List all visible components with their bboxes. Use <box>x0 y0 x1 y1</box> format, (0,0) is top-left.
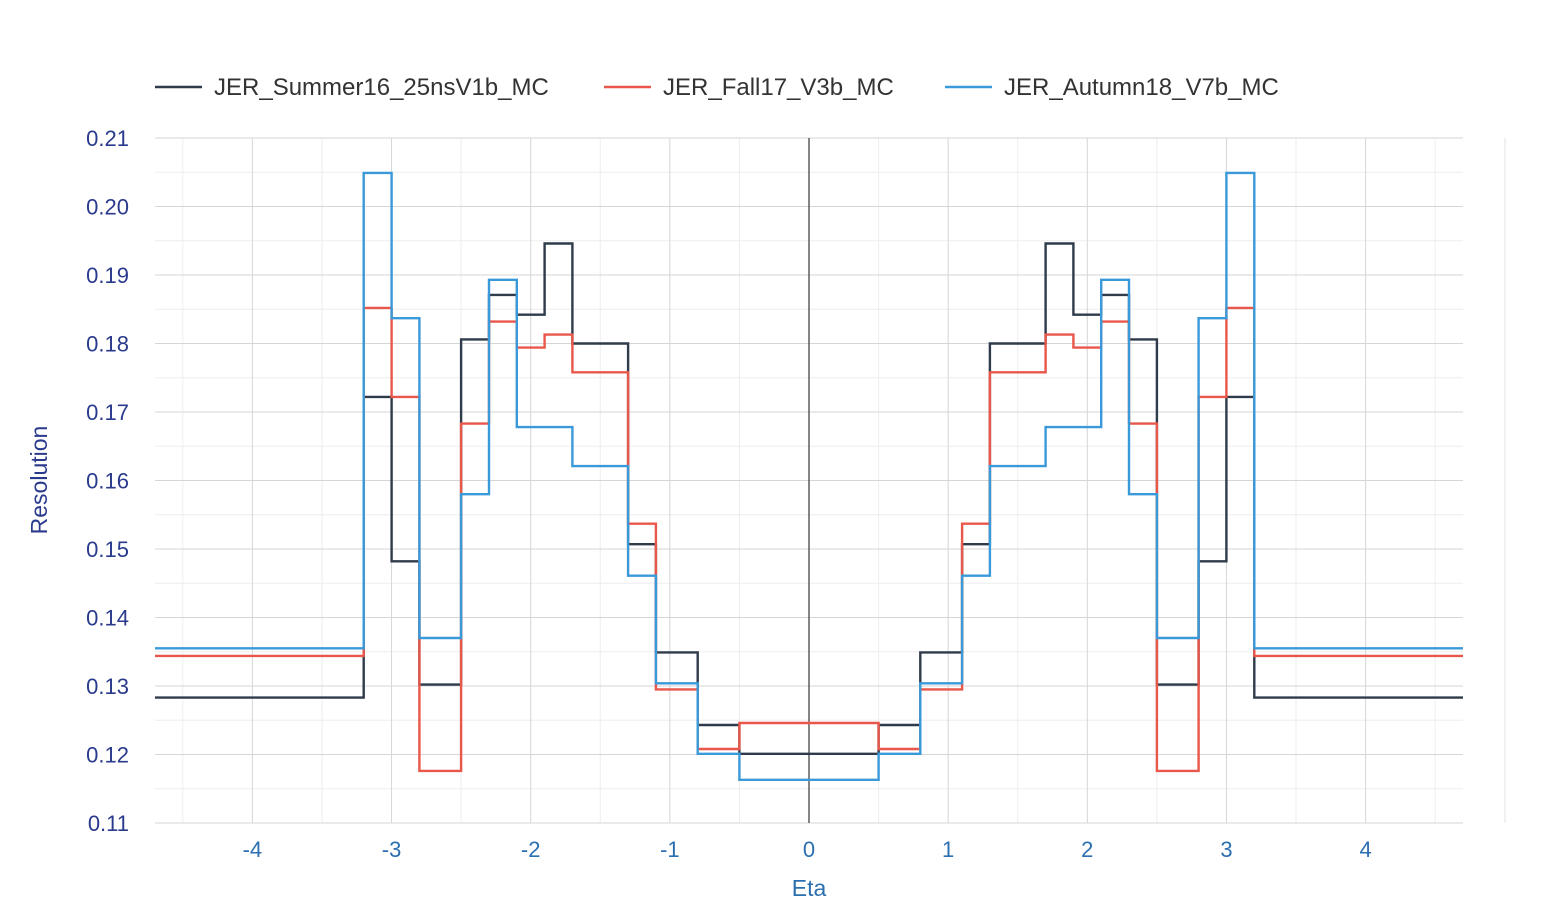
y-tick-label: 0.15 <box>86 537 129 562</box>
y-tick-labels: 0.11 0.12 0.13 0.14 0.15 0.16 0.17 0.18 0.19 0.20… <box>86 126 129 836</box>
y-tick-label: 0.16 <box>86 469 129 494</box>
y-tick-label: 0.14 <box>86 606 129 631</box>
y-tick-label: 0.19 <box>86 263 129 288</box>
y-tick-label: 0.11 <box>88 811 129 836</box>
legend-item-1[interactable]: JER_Summer16_25nsV1b_MC <box>155 74 549 101</box>
y-tick-label: 0.18 <box>86 332 129 357</box>
x-tick-label: 0 <box>803 837 815 862</box>
series-line-1 <box>155 242 1463 755</box>
x-tick-labels: -4 -3 -2 -1 0 1 2 3 4 <box>243 837 1372 862</box>
legend[interactable]: JER_Summer16_25nsV1b_MC JER_Fall17_V3b_MC… <box>155 74 1279 101</box>
y-tick-label: 0.13 <box>86 674 129 699</box>
x-tick-label: -1 <box>660 837 680 862</box>
y-tick-label: 0.17 <box>86 400 129 425</box>
legend-label: JER_Summer16_25nsV1b_MC <box>214 74 549 101</box>
legend-label: JER_Fall17_V3b_MC <box>663 74 894 101</box>
x-tick-label: 3 <box>1220 837 1232 862</box>
legend-item-2[interactable]: JER_Fall17_V3b_MC <box>604 74 894 101</box>
y-tick-label: 0.12 <box>86 743 129 768</box>
y-tick-label: 0.20 <box>86 195 129 220</box>
y-tick-label: 0.21 <box>86 126 129 151</box>
y-axis-title: Resolution <box>26 426 52 535</box>
x-tick-label: 4 <box>1359 837 1371 862</box>
x-axis-title: Eta <box>792 875 827 901</box>
legend-item-3[interactable]: JER_Autumn18_V7b_MC <box>945 74 1279 101</box>
series-line-2 <box>155 306 1463 773</box>
x-tick-label: -2 <box>521 837 541 862</box>
x-tick-label: -4 <box>243 837 263 862</box>
legend-label: JER_Autumn18_V7b_MC <box>1004 74 1279 101</box>
series-group <box>155 171 1463 781</box>
x-tick-label: 2 <box>1081 837 1093 862</box>
x-tick-label: 1 <box>942 837 954 862</box>
series-line-3 <box>155 171 1463 781</box>
x-tick-label: -3 <box>382 837 402 862</box>
